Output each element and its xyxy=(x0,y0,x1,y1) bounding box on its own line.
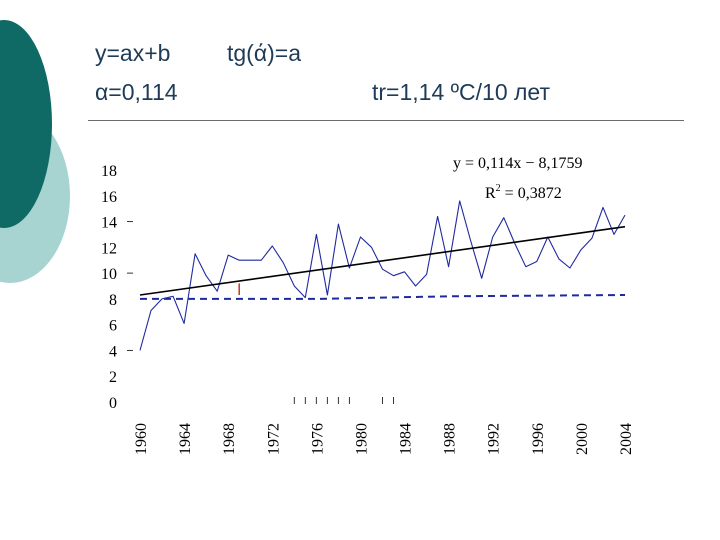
y-tick-label: 4 xyxy=(109,343,117,360)
y-tick-label: 14 xyxy=(101,215,117,232)
x-tick-label: 1996 xyxy=(530,423,547,455)
y-tick-label: 2 xyxy=(109,369,117,386)
decor-dark-circle xyxy=(0,20,52,228)
y-tick-label: 6 xyxy=(109,318,117,335)
baseline-dashed-line xyxy=(140,294,626,300)
header-divider xyxy=(88,120,684,121)
x-axis-ticks: 1960 1964 1968 1972 1976 1980 1984 1988 1992 1996… xyxy=(133,423,635,455)
x-tick-label: 1988 xyxy=(442,423,459,455)
r-squared-superscript: 2 xyxy=(496,183,501,194)
x-tick-label: 1976 xyxy=(309,423,326,455)
x-tick-label: 1984 xyxy=(398,423,415,455)
x-tick-label: 1992 xyxy=(486,423,503,455)
r-squared-value: = 0,3872 xyxy=(501,185,562,202)
x-tick-label: 2004 xyxy=(618,423,635,455)
x-tick-label: 1980 xyxy=(353,423,370,455)
regression-equation: y = 0,114x − 8,1759 xyxy=(453,155,582,172)
observed-temperature-line xyxy=(139,200,626,351)
r-squared-label: R2 = 0,3872 xyxy=(485,183,562,202)
trend-text: tr=1,14 ºC/10 лет xyxy=(372,79,550,105)
x-tick-label: 1968 xyxy=(221,423,238,455)
chart-series xyxy=(139,200,626,351)
axis-tick-marks xyxy=(127,221,395,404)
x-tick-label: 1972 xyxy=(265,423,282,455)
tangent-text: tg(ά)=a xyxy=(227,40,302,66)
x-tick-label: 2000 xyxy=(574,423,591,455)
y-tick-label: 12 xyxy=(101,240,117,257)
y-tick-label: 8 xyxy=(109,292,117,309)
y-tick-label: 16 xyxy=(101,189,117,206)
r-squared-letter: R xyxy=(485,185,496,202)
x-tick-label: 1960 xyxy=(133,423,150,455)
linear-trend-line xyxy=(139,225,626,296)
y-tick-label: 18 xyxy=(101,163,117,180)
y-tick-label: 10 xyxy=(101,266,117,283)
y-tick-label: 0 xyxy=(109,395,117,412)
alpha-text: α=0,114 xyxy=(95,79,178,105)
y-axis-ticks: 0 2 4 6 8 10 12 14 16 18 xyxy=(101,163,117,412)
x-tick-label: 1964 xyxy=(177,423,194,455)
equation-text: y=ax+b xyxy=(95,40,171,66)
